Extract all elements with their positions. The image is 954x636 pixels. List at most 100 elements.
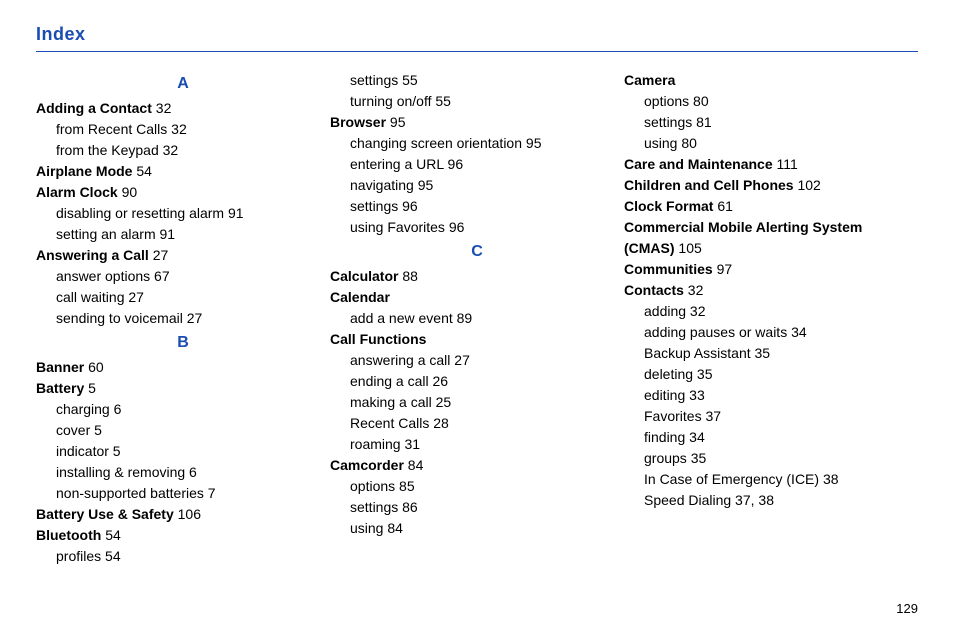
entry-term: installing & removing (56, 464, 185, 480)
entry-page: 5 (84, 380, 96, 396)
entry-page: 54 (101, 527, 120, 543)
index-entry: Call Functions (330, 329, 624, 350)
entry-page: 61 (713, 198, 732, 214)
entry-page: 80 (689, 93, 708, 109)
entry-term: Calculator (330, 268, 398, 284)
entry-page: 60 (84, 359, 103, 375)
entry-page: 105 (675, 240, 702, 256)
entry-term: navigating (350, 177, 414, 193)
entry-term: settings (350, 72, 398, 88)
entry-page: 111 (773, 156, 798, 172)
index-subentry: settings 86 (350, 497, 624, 518)
entry-page: 37, 38 (731, 492, 774, 508)
entry-term: Browser (330, 114, 386, 130)
index-subentry: settings 55 (350, 70, 624, 91)
entry-term: call waiting (56, 289, 124, 305)
index-entry: Care and Maintenance 111 (624, 154, 918, 175)
entry-page: 84 (404, 457, 423, 473)
entry-page: 32 (167, 121, 186, 137)
entry-term: cover (56, 422, 90, 438)
entry-term: from Recent Calls (56, 121, 167, 137)
entry-page: 33 (685, 387, 704, 403)
entry-term: Contacts (624, 282, 684, 298)
entry-page: 6 (185, 464, 197, 480)
index-subentry: Backup Assistant 35 (644, 343, 918, 364)
index-subentry: ending a call 26 (350, 371, 624, 392)
index-letter: C (330, 240, 624, 264)
index-entry: Camcorder 84 (330, 455, 624, 476)
index-subentry: navigating 95 (350, 175, 624, 196)
entry-page: 91 (224, 205, 243, 221)
entry-page: 27 (183, 310, 202, 326)
entry-term: Speed Dialing (644, 492, 731, 508)
entry-page: 95 (386, 114, 405, 130)
entry-term: adding pauses or waits (644, 324, 787, 340)
entry-term: making a call (350, 394, 432, 410)
index-subentry: disabling or resetting alarm 91 (56, 203, 330, 224)
entry-page: 28 (429, 415, 448, 431)
entry-term: sending to voicemail (56, 310, 183, 326)
entry-term: In Case of Emergency (ICE) (644, 471, 819, 487)
index-entry: (CMAS) 105 (624, 238, 918, 259)
entry-page: 88 (398, 268, 417, 284)
entry-term: ending a call (350, 373, 429, 389)
index-subentry: editing 33 (644, 385, 918, 406)
entry-page: 67 (150, 268, 169, 284)
entry-page: 27 (149, 247, 168, 263)
index-subentry: charging 6 (56, 399, 330, 420)
index-letter: B (36, 331, 330, 355)
entry-term: settings (350, 198, 398, 214)
entry-term: Answering a Call (36, 247, 149, 263)
entry-page: 27 (450, 352, 469, 368)
entry-term: disabling or resetting alarm (56, 205, 224, 221)
page-number: 129 (896, 601, 918, 616)
entry-term: Recent Calls (350, 415, 429, 431)
entry-page: 102 (794, 177, 821, 193)
entry-page: 32 (686, 303, 705, 319)
entry-page: 37 (702, 408, 721, 424)
index-entry: Communities 97 (624, 259, 918, 280)
entry-term: roaming (350, 436, 401, 452)
index-subentry: using 80 (644, 133, 918, 154)
entry-term: Calendar (330, 289, 390, 305)
entry-term: answering a call (350, 352, 450, 368)
entry-term: editing (644, 387, 685, 403)
index-subentry: settings 96 (350, 196, 624, 217)
entry-term: Alarm Clock (36, 184, 118, 200)
entry-term: Airplane Mode (36, 163, 132, 179)
index-entry: Clock Format 61 (624, 196, 918, 217)
entry-term: settings (644, 114, 692, 130)
index-subentry: turning on/off 55 (350, 91, 624, 112)
index-entry: Alarm Clock 90 (36, 182, 330, 203)
entry-term: Adding a Contact (36, 100, 152, 116)
entry-page: 55 (398, 72, 417, 88)
index-subentry: non-supported batteries 7 (56, 483, 330, 504)
index-entry: Adding a Contact 32 (36, 98, 330, 119)
entry-term: groups (644, 450, 687, 466)
entry-term: Backup Assistant (644, 345, 751, 361)
entry-term: Camcorder (330, 457, 404, 473)
entry-term: indicator (56, 443, 109, 459)
column-2: settings 55turning on/off 55Browser 95ch… (330, 70, 624, 567)
entry-term: charging (56, 401, 110, 417)
entry-page: 96 (445, 219, 464, 235)
entry-page: 90 (118, 184, 137, 200)
index-subentry: sending to voicemail 27 (56, 308, 330, 329)
index-letter: A (36, 72, 330, 96)
index-entry: Battery Use & Safety 106 (36, 504, 330, 525)
entry-page: 32 (684, 282, 703, 298)
index-subentry: setting an alarm 91 (56, 224, 330, 245)
index-subentry: using Favorites 96 (350, 217, 624, 238)
index-entry: Children and Cell Phones 102 (624, 175, 918, 196)
index-subentry: call waiting 27 (56, 287, 330, 308)
page-title: Index (36, 24, 918, 52)
index-subentry: using 84 (350, 518, 624, 539)
index-subentry: making a call 25 (350, 392, 624, 413)
entry-page: 38 (819, 471, 838, 487)
entry-page: 35 (751, 345, 770, 361)
entry-page: 31 (401, 436, 420, 452)
entry-term: entering a URL (350, 156, 444, 172)
index-entry: Calculator 88 (330, 266, 624, 287)
entry-page: 34 (685, 429, 704, 445)
entry-term: Battery (36, 380, 84, 396)
